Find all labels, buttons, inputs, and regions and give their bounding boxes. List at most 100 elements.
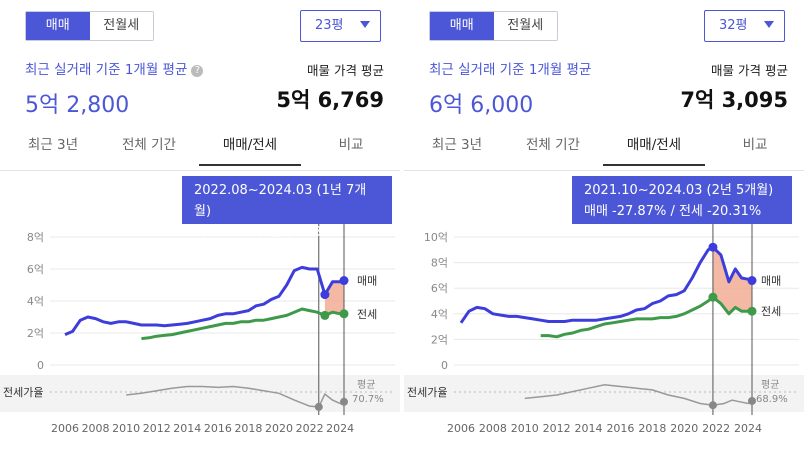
listing-price: 7억 3,095 [680, 88, 788, 112]
ratio-average-value: 70.7% [352, 394, 384, 405]
sale-line [64, 265, 345, 336]
recent-price: 6억 6,000 [429, 93, 534, 118]
ratio-band [404, 375, 804, 412]
x-tick-label: 2010 [511, 422, 539, 435]
ratio-band [0, 375, 400, 412]
x-tick-label: 2018 [638, 422, 666, 435]
tab-divider [404, 170, 804, 171]
tab-all-period[interactable]: 전체 기간 [526, 137, 580, 153]
x-tick-label: 2016 [204, 422, 232, 435]
lease-start-point [320, 310, 330, 320]
range-tooltip: 2021.10~2024.03 (2년 5개월) 매매 -27.87% / 전세… [572, 176, 792, 224]
y-tick-label: 2억 [27, 327, 44, 340]
tab-all-period[interactable]: 전체 기간 [122, 137, 176, 153]
y-tick-label: 2억 [431, 333, 448, 346]
y-tick-label: 8억 [27, 231, 44, 244]
tooltip-period: 2022.08~2024.03 (1년 7개월) [194, 183, 367, 219]
ratio-average-label: 평균 [357, 379, 375, 391]
tooltip-change: 매매 -27.87% / 전세 -20.31% [584, 204, 762, 219]
panel-left: 매매 전월세 23평 최근 실거래 기준 1개월 평균? 5억 2,800 매물… [0, 0, 400, 452]
sale-end-label: 매매 [357, 275, 377, 288]
recent-label-row: 최근 실거래 기준 1개월 평균? [25, 58, 204, 78]
x-tick-label: 2006 [447, 422, 475, 435]
chevron-down-icon [360, 21, 370, 28]
ratio-line [524, 384, 753, 406]
size-select[interactable]: 32평 [704, 10, 785, 42]
size-select-value: 23평 [315, 18, 344, 33]
ratio-start-point [708, 401, 717, 410]
tab-compare[interactable]: 비교 [338, 137, 364, 153]
lease-line [141, 307, 344, 341]
lease-start-point [708, 292, 718, 302]
tab-sale-lease[interactable]: 매매/전세 [199, 130, 301, 166]
range-tooltip: 2022.08~2024.03 (1년 7개월) 매매 -12% / 전세 -8… [182, 176, 392, 240]
tab-sale-lease[interactable]: 매매/전세 [603, 130, 705, 166]
tooltip-period: 2021.10~2024.03 (2년 5개월) [584, 183, 774, 198]
tab-recent-3y[interactable]: 최근 3년 [27, 137, 79, 153]
ratio-end-point [340, 397, 348, 406]
tooltip-change: 매매 -12% / 전세 -8.33% [194, 225, 343, 240]
ratio-average-value: 68.9% [756, 394, 788, 405]
recent-label: 최근 실거래 기준 1개월 평균 [25, 62, 188, 78]
ratio-start-point [314, 402, 323, 411]
x-tick-label: 2012 [143, 422, 171, 435]
x-tick-label: 2014 [173, 422, 201, 435]
y-tick-label: 0 [441, 359, 448, 372]
x-tick-label: 2006 [51, 422, 79, 435]
listing-label: 매물 가격 평균 [711, 63, 788, 78]
lease-end-label: 전세 [761, 305, 781, 318]
y-tick-label: 0 [37, 359, 44, 372]
x-tick-label: 2024 [326, 422, 354, 435]
sale-line [459, 245, 753, 324]
ratio-label: 전세가율 [3, 386, 43, 399]
deal-type-toggle: 매매 전월세 [429, 11, 558, 41]
lease-end-point [747, 306, 757, 316]
y-tick-label: 10억 [424, 231, 448, 244]
y-tick-label: 6억 [431, 282, 448, 295]
toggle-lease-button[interactable]: 전월세 [507, 18, 544, 33]
toggle-lease-button[interactable]: 전월세 [103, 18, 140, 33]
tab-compare[interactable]: 비교 [742, 137, 768, 153]
size-select-value: 32평 [719, 18, 748, 33]
period-tabs: 최근 3년 전체 기간 매매/전세 비교 [7, 130, 401, 166]
listing-label: 매물 가격 평균 [307, 63, 384, 78]
sale-start-point [320, 290, 330, 300]
y-tick-label: 4억 [27, 295, 44, 308]
x-tick-label: 2018 [234, 422, 262, 435]
sale-end-point [339, 276, 349, 286]
tab-divider [0, 170, 400, 171]
question-icon[interactable]: ? [191, 65, 204, 77]
ratio-line [126, 385, 345, 408]
x-tick-label: 2008 [479, 422, 507, 435]
price-chart[interactable]: 0 2억 4억 6억 8억 10억 2006 2008 2010 2012 2014 2016 2018… [404, 0, 804, 452]
sale-start-point [708, 242, 718, 252]
panel-right: 매매 전월세 32평 최근 실거래 기준 1개월 평균 6억 6,000 매물 … [404, 0, 804, 452]
size-select[interactable]: 23평 [300, 10, 381, 42]
sale-end-point [747, 276, 757, 286]
recent-price: 5억 2,800 [25, 93, 130, 118]
recent-label: 최근 실거래 기준 1개월 평균 [429, 62, 592, 78]
toggle-sale-button[interactable]: 매매 [430, 12, 494, 40]
lease-end-point [339, 309, 349, 319]
lease-line [540, 295, 752, 339]
x-tick-label: 2010 [112, 422, 140, 435]
tab-recent-3y[interactable]: 최근 3년 [431, 137, 483, 153]
y-tick-label: 4억 [431, 308, 448, 321]
period-tabs: 최근 3년 전체 기간 매매/전세 비교 [411, 130, 805, 166]
toggle-sale-button[interactable]: 매매 [26, 12, 90, 40]
ratio-label: 전세가율 [407, 386, 447, 399]
sale-end-label: 매매 [761, 275, 781, 288]
x-tick-label: 2020 [265, 422, 293, 435]
x-tick-label: 2016 [606, 422, 634, 435]
ratio-average-label: 평균 [761, 379, 779, 391]
chevron-down-icon [764, 21, 774, 28]
lease-end-label: 전세 [357, 308, 377, 321]
listing-price: 5억 6,769 [276, 88, 384, 112]
x-tick-label: 2024 [734, 422, 762, 435]
x-tick-label: 2022 [296, 422, 324, 435]
x-tick-label: 2020 [670, 422, 698, 435]
y-tick-label: 8억 [431, 257, 448, 270]
x-tick-label: 2022 [702, 422, 730, 435]
x-tick-label: 2014 [575, 422, 603, 435]
